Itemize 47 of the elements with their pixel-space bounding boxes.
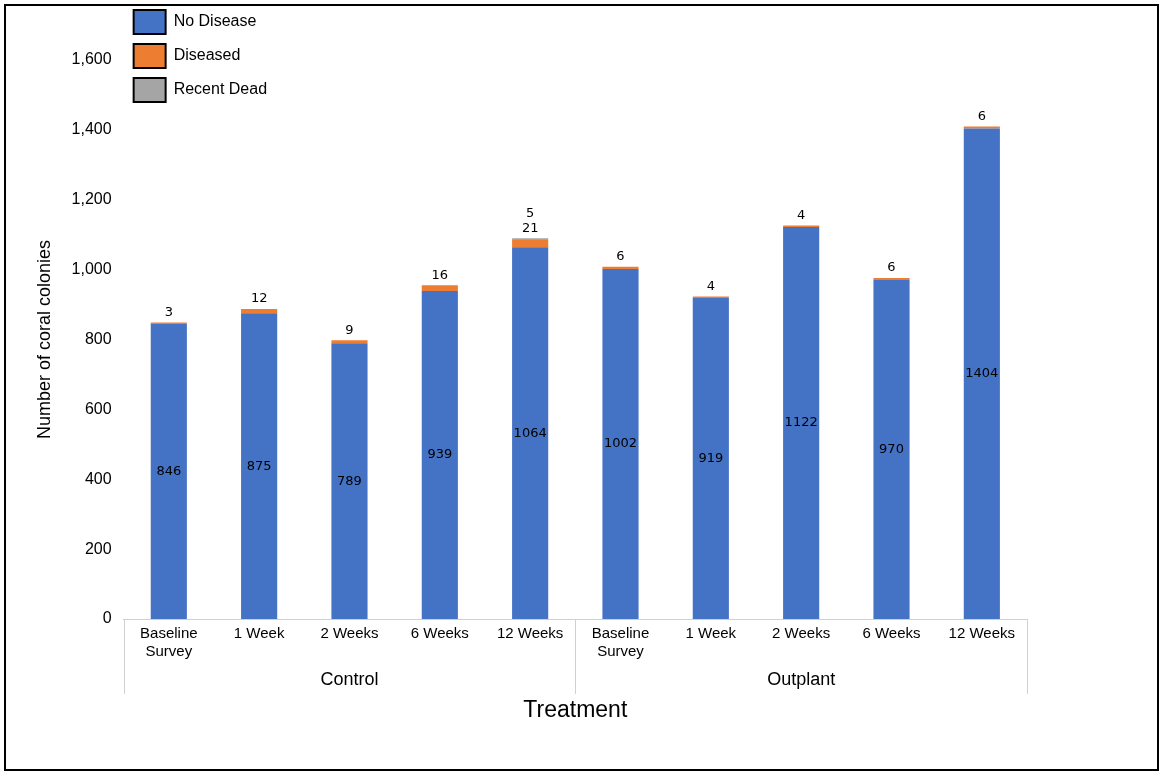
data-label: 6 xyxy=(887,259,896,275)
x-tick-label: 1 Week xyxy=(233,624,285,642)
data-label: 1122 xyxy=(784,414,818,430)
data-label: 4 xyxy=(706,277,715,293)
text: Control xyxy=(320,668,379,689)
x-axis-title: Treatment xyxy=(523,696,628,723)
data-label: 6 xyxy=(977,107,986,123)
y-tick-label: 600 xyxy=(84,399,112,417)
legend-label: Diseased xyxy=(173,46,241,64)
y-tick-label: 0 xyxy=(102,609,112,627)
x-tick-label: 12 Weeks xyxy=(496,624,564,642)
legend-label: Recent Dead xyxy=(173,80,268,98)
y-axis-title: Number of coral colonies xyxy=(33,239,54,440)
data-label: 875 xyxy=(246,457,272,473)
data-label: 16 xyxy=(431,266,449,282)
data-label: 21 xyxy=(521,219,539,235)
x-tick-label: 6 Weeks xyxy=(410,624,469,642)
data-label: 6 xyxy=(616,248,625,264)
data-label: 789 xyxy=(337,472,362,488)
data-label: 970 xyxy=(879,440,904,456)
text: Outplant xyxy=(767,668,836,689)
x-tick-label: Baseline Survey xyxy=(591,624,650,660)
data-label: 919 xyxy=(698,449,724,465)
data-label: 9 xyxy=(345,321,354,337)
x-tick-label: 2 Weeks xyxy=(772,624,831,642)
x-tick-label: 1 Week xyxy=(685,624,737,642)
y-tick-label: 400 xyxy=(84,469,112,487)
y-tick-label: 1,200 xyxy=(71,190,112,208)
y-tick-label: 1,000 xyxy=(71,260,112,278)
data-label: 12 xyxy=(250,290,268,306)
data-label: 939 xyxy=(427,446,453,462)
x-tick-label: 12 Weeks xyxy=(948,624,1016,642)
y-tick-label: 1,400 xyxy=(71,120,112,138)
legend-label: No Disease xyxy=(173,12,257,30)
data-label: 846 xyxy=(156,462,182,478)
data-label: 1404 xyxy=(965,365,999,381)
x-tick-label: 2 Weeks xyxy=(320,624,379,642)
data-label: 5 xyxy=(526,204,535,220)
data-label: 1064 xyxy=(513,424,547,440)
y-tick-label: 800 xyxy=(84,329,112,347)
data-label: 4 xyxy=(797,206,806,222)
x-tick-label: Baseline Survey xyxy=(140,624,198,660)
data-label: 1002 xyxy=(603,435,638,451)
x-tick-label: 6 Weeks xyxy=(862,624,921,642)
data-label: 3 xyxy=(164,303,173,319)
y-tick-label: 200 xyxy=(84,539,112,557)
y-tick-label: 1,600 xyxy=(71,50,112,68)
